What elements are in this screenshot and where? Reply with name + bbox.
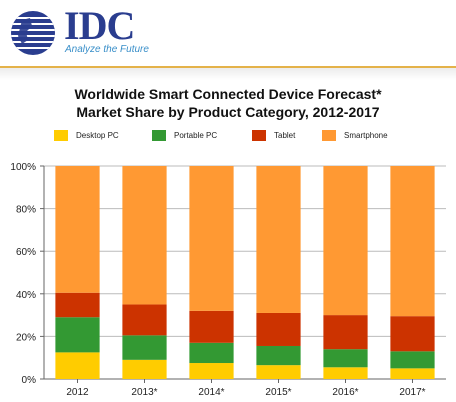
bar-segment: [55, 166, 100, 293]
x-tick-label: 2014*: [198, 387, 224, 398]
legend-item-smartphone: Smartphone: [322, 128, 388, 142]
y-tick-label: 60%: [16, 247, 36, 258]
bar-segment: [189, 363, 234, 379]
bar-segment: [390, 351, 435, 369]
idc-header: IDC Analyze the Future: [0, 0, 456, 62]
x-tick-label: 2013*: [131, 387, 157, 398]
logo-tagline: Analyze the Future: [65, 44, 149, 55]
y-tick-label: 20%: [16, 332, 36, 343]
legend-swatch: [54, 129, 68, 141]
legend-label: Desktop PC: [76, 130, 119, 140]
bar-segment: [390, 316, 435, 352]
legend-item-desktop-pc: Desktop PC: [54, 128, 119, 142]
bar-segment: [122, 359, 167, 379]
chart-title: Worldwide Smart Connected Device Forecas…: [74, 86, 382, 102]
bar-segment: [390, 166, 435, 317]
header-divider: [0, 66, 456, 80]
legend-item-portable-pc: Portable PC: [152, 128, 217, 142]
legend-label: Smartphone: [344, 130, 388, 140]
y-tick-label: 80%: [16, 205, 36, 216]
y-tick-label: 0%: [22, 375, 37, 386]
chart-legend: Desktop PC Portable PC Tablet Smartphone: [0, 128, 456, 142]
chart-subtitle: Market Share by Product Category, 2012-2…: [76, 104, 380, 120]
bar-segment: [323, 315, 368, 350]
legend-swatch: [322, 129, 336, 141]
y-tick-label: 40%: [16, 290, 36, 301]
bar-segment: [323, 367, 368, 379]
x-tick-label: 2016*: [332, 387, 358, 398]
bar-segment: [323, 166, 368, 316]
bar-segment: [122, 166, 167, 305]
bar-segment: [256, 345, 301, 366]
globe-icon: [11, 11, 55, 55]
logo-text: IDC: [64, 3, 135, 48]
stacked-bar-chart: 0% 20% 40% 60% 80% 100% 2012 2013* 2014* 2015* 201…: [10, 162, 446, 398]
legend-swatch: [152, 129, 166, 141]
legend-swatch: [252, 129, 266, 141]
bar-segment: [256, 166, 301, 313]
bar-segment: [189, 166, 234, 311]
bar-segment: [256, 365, 301, 379]
bar-segment: [122, 304, 167, 336]
bar-segment: [55, 317, 100, 353]
legend-label: Tablet: [274, 130, 296, 140]
bar-segment: [55, 352, 100, 379]
bar-segment: [189, 310, 234, 343]
bar-segment: [323, 349, 368, 368]
x-tick-label: 2012: [66, 387, 89, 398]
bar-segment: [256, 312, 301, 346]
idc-logo[interactable]: IDC Analyze the Future: [8, 6, 158, 58]
bar-segment: [55, 292, 100, 318]
x-tick-label: 2017*: [399, 387, 425, 398]
x-tick-label: 2015*: [265, 387, 291, 398]
legend-item-tablet: Tablet: [252, 128, 295, 142]
bar-segment: [122, 335, 167, 360]
bar-segment: [390, 368, 435, 379]
y-tick-label: 100%: [10, 162, 36, 173]
bar-segment: [189, 342, 234, 364]
legend-label: Portable PC: [174, 130, 218, 140]
